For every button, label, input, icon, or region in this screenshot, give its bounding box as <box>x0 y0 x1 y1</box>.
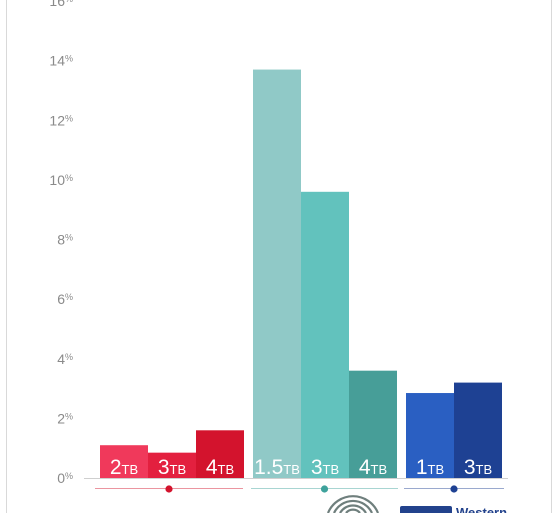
bar <box>301 191 349 479</box>
bar <box>406 393 454 478</box>
bar-label: 4TB <box>359 456 387 479</box>
y-tick-suffix: % <box>65 173 73 183</box>
bar <box>196 430 244 478</box>
bar-label-unit: TB <box>170 462 187 477</box>
y-tick-label: 14% <box>49 53 73 69</box>
bar-label-value: 1 <box>416 456 428 479</box>
bar-label-value: 3 <box>311 456 323 479</box>
bar-label: 4TB <box>206 456 234 479</box>
western-digital-logo: Western <box>400 505 507 513</box>
bar <box>349 370 397 478</box>
bar-label-value: 4 <box>206 456 218 479</box>
y-tick-label: 0% <box>57 470 73 486</box>
group-marker-dot <box>450 485 458 493</box>
seagate-logo <box>326 495 380 513</box>
bars: 2TB 3TB 4TB 1.5TB 3TB 4TB 1TB 3TB <box>100 69 502 479</box>
bar-label: 3TB <box>311 456 339 479</box>
logos: Western <box>326 495 507 513</box>
group-marker-dot <box>320 485 329 493</box>
bar-label: 2TB <box>110 456 138 479</box>
y-axis: 0% 2% 4% 6% 8% 10% 12% 14% 16% <box>49 0 73 486</box>
y-tick-label: 12% <box>49 112 73 128</box>
y-tick-suffix: % <box>65 0 73 4</box>
bar-label: 1.5TB <box>254 456 300 479</box>
bar <box>454 382 502 478</box>
bar-label-value: 4 <box>359 456 371 479</box>
bar-label: 3TB <box>464 456 492 479</box>
bar <box>148 452 196 478</box>
bar-label: 3TB <box>158 456 186 479</box>
bar-label-unit: TB <box>122 462 139 477</box>
bar-label-value: 1.5 <box>254 456 283 479</box>
chart-border <box>6 0 552 513</box>
y-tick-suffix: % <box>65 233 73 243</box>
y-tick-suffix: % <box>65 352 73 362</box>
y-tick-label: 10% <box>49 172 73 188</box>
bar-label-unit: TB <box>371 462 388 477</box>
bar-label-value: 2 <box>110 456 122 479</box>
group-marker-dot <box>165 485 173 493</box>
y-tick-suffix: % <box>65 471 73 481</box>
y-tick-suffix: % <box>65 411 73 421</box>
y-tick-label: 16% <box>49 0 73 9</box>
bar-label-unit: TB <box>428 462 445 477</box>
bar-label-unit: TB <box>218 462 235 477</box>
y-tick-suffix: % <box>65 113 73 123</box>
bar-label-unit: TB <box>476 462 493 477</box>
bar-label-value: 3 <box>464 456 476 479</box>
y-tick-label: 2% <box>57 410 73 426</box>
bar-label-unit: TB <box>323 462 340 477</box>
group-markers <box>95 485 504 493</box>
bar-label-value: 3 <box>158 456 170 479</box>
y-tick-suffix: % <box>65 54 73 64</box>
y-tick-label: 4% <box>57 351 73 367</box>
bar-label: 1TB <box>416 456 444 479</box>
y-tick-label: 8% <box>57 232 73 248</box>
y-tick-suffix: % <box>65 292 73 302</box>
bar <box>253 69 301 478</box>
bar <box>100 445 148 478</box>
y-tick-label: 6% <box>57 291 73 307</box>
western-digital-logo-text: Western <box>456 505 507 513</box>
bar-label-unit: TB <box>283 462 300 477</box>
